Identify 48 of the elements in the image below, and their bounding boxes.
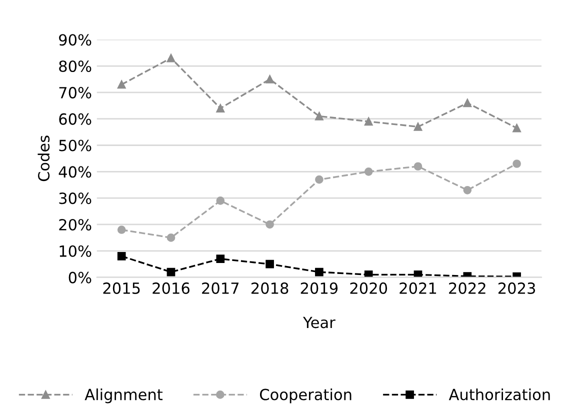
y-tick-label: 50% (59, 140, 92, 152)
x-tick-label: 2017 (202, 282, 239, 294)
x-tick-label: 2018 (251, 282, 288, 294)
y-tick-label: 90% (59, 34, 92, 46)
point (463, 98, 472, 108)
y-tick-label: 20% (59, 218, 92, 231)
point (266, 75, 274, 84)
point (117, 80, 126, 89)
point (315, 268, 324, 276)
x-axis-title: Year (302, 316, 336, 328)
point (315, 112, 324, 120)
y-axis-title: Codes (38, 136, 50, 182)
point (166, 54, 176, 62)
point (315, 175, 324, 184)
point (364, 270, 373, 278)
y-tick-label: 0% (68, 272, 92, 284)
legend-label: Alignment (84, 388, 163, 404)
point (166, 268, 176, 276)
point (216, 254, 225, 263)
y-tick-label: 30% (59, 192, 92, 204)
point (463, 186, 472, 194)
x-tick-label: 2020 (350, 282, 388, 294)
point (117, 226, 126, 234)
legend-label: Authorization (448, 388, 550, 400)
point (414, 122, 422, 131)
x-tick-label: 2023 (498, 282, 536, 294)
y-tick-label: 80% (59, 60, 92, 72)
point (166, 234, 176, 242)
point (512, 124, 521, 132)
point (216, 104, 225, 112)
y-tick-label: 10% (60, 245, 92, 257)
x-tick-label: 2022 (449, 282, 486, 294)
x-tick-label: 2016 (152, 282, 190, 294)
x-tick-label: 2019 (300, 282, 338, 294)
y-tick-label: 70% (59, 86, 92, 98)
point (512, 160, 521, 168)
point (414, 162, 422, 171)
x-tick-label: 2015 (103, 282, 140, 294)
legend-label: Cooperation (260, 388, 352, 404)
x-tick-label: 2021 (400, 282, 436, 294)
point (117, 252, 126, 260)
y-tick-label: 60% (59, 113, 92, 125)
point (364, 117, 373, 126)
point (364, 168, 373, 176)
point (266, 220, 274, 229)
point (266, 260, 274, 268)
point (216, 196, 225, 205)
y-tick-label: 40% (58, 166, 92, 178)
